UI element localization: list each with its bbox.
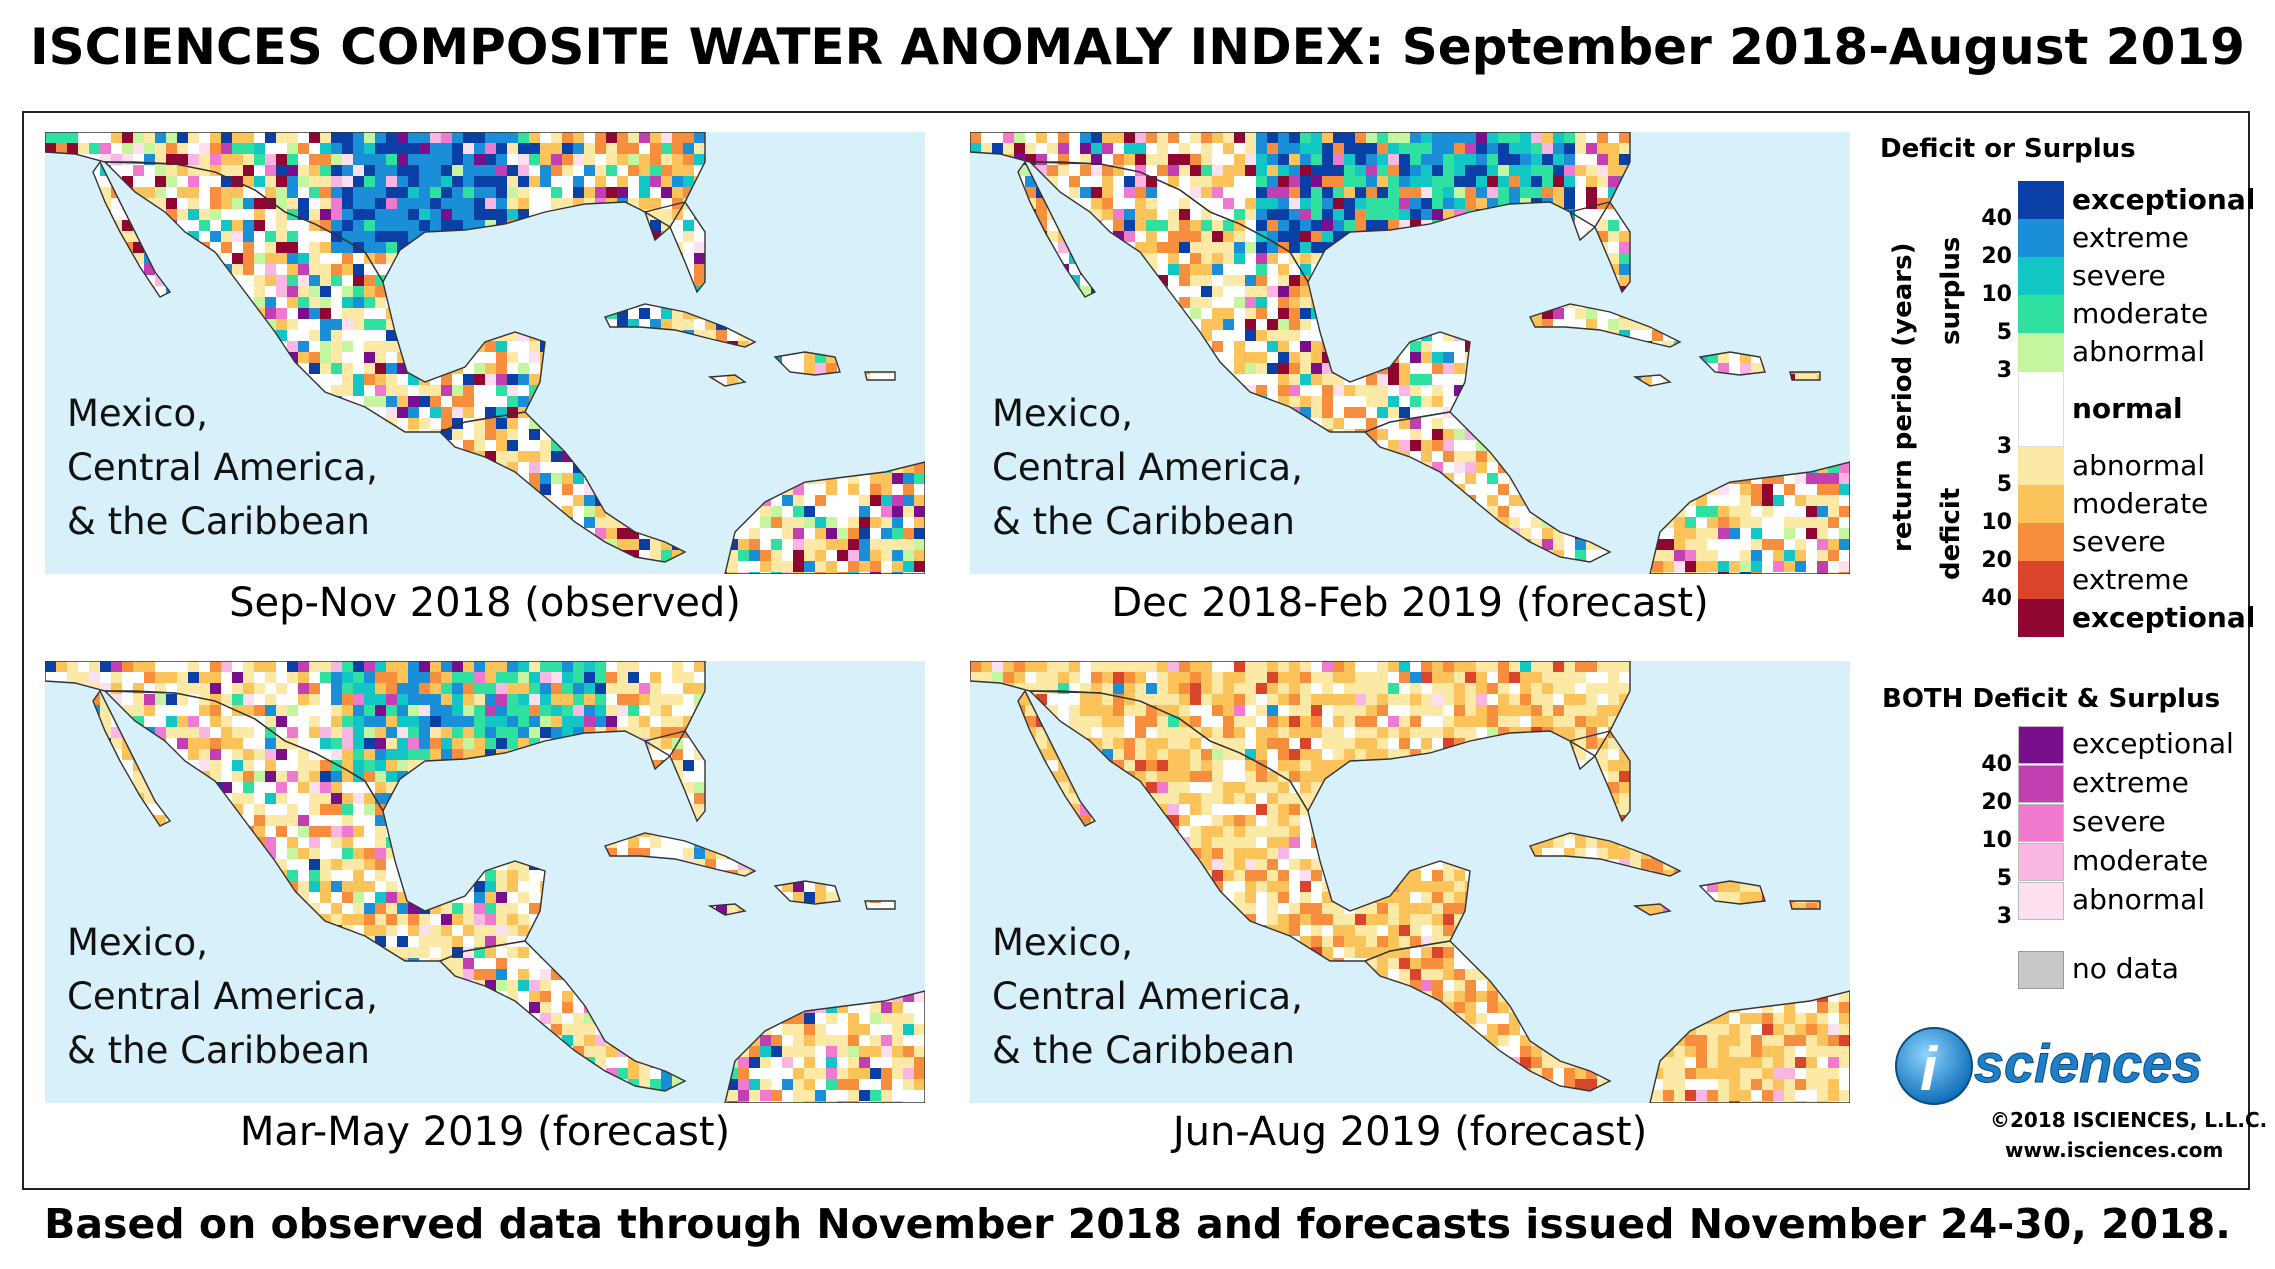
legend-swatch-deficit: [2018, 485, 2064, 523]
legend-swatch-normal: [2018, 371, 2064, 447]
legend-number: 3: [1996, 904, 2012, 929]
legend-number: 5: [1996, 866, 2012, 891]
map-panel-dec-feb-2019: Mexico, Central America, & the Caribbean: [970, 132, 1850, 574]
region-label-line: & the Caribbean: [992, 500, 1295, 543]
legend-swatch-deficit: [2018, 561, 2064, 599]
legend-swatch-surplus: [2018, 219, 2064, 257]
legend-swatch-surplus: [2018, 333, 2064, 371]
map-svg: [45, 661, 925, 1103]
website-link[interactable]: www.isciences.com: [2005, 1138, 2224, 1162]
region-label-line: Central America,: [992, 446, 1303, 489]
legend-deficit-label: deficit: [1936, 487, 1966, 580]
map-svg: [970, 661, 1850, 1103]
legend-swatch-both: [2018, 882, 2064, 920]
legend-number: 5: [1996, 320, 2012, 345]
region-label-line: Mexico,: [992, 921, 1133, 964]
legend-swatch-deficit: [2018, 523, 2064, 561]
isciences-logo: i sciences: [1890, 1020, 2250, 1110]
legend-label-deficit: extreme: [2072, 563, 2189, 596]
legend-label-normal: normal: [2072, 392, 2183, 425]
region-label-line: & the Caribbean: [67, 500, 370, 543]
map-panel-sep-nov-2018: Mexico, Central America, & the Caribbean: [45, 132, 925, 574]
legend-label-both: exceptional: [2072, 727, 2234, 760]
region-label: Mexico, Central America, & the Caribbean: [992, 387, 1303, 549]
legend-swatch-both: [2018, 804, 2064, 842]
copyright: ©2018 ISCIENCES, L.L.C.: [1990, 1108, 2268, 1132]
legend-number: 20: [1981, 244, 2012, 269]
region-label-line: Central America,: [67, 975, 378, 1018]
legend-label-both: extreme: [2072, 766, 2189, 799]
legend-heading-both: BOTH Deficit & Surplus: [1882, 684, 2221, 714]
figure-frame: [22, 111, 2250, 1190]
footer-note: Based on observed data through November …: [44, 1200, 2231, 1248]
legend-swatch-surplus: [2018, 181, 2064, 219]
legend-swatch-both: [2018, 726, 2064, 764]
legend-label-surplus: severe: [2072, 259, 2166, 292]
logo-i: i: [1920, 1035, 1939, 1104]
legend-label-deficit: moderate: [2072, 487, 2209, 520]
panel-caption: Mar-May 2019 (forecast): [239, 1109, 731, 1155]
region-label-line: Mexico,: [67, 921, 208, 964]
region-label-line: & the Caribbean: [992, 1029, 1295, 1072]
legend-number: 5: [1996, 472, 2012, 497]
panel-caption: Dec 2018-Feb 2019 (forecast): [1111, 580, 1709, 626]
legend-label-surplus: exceptional: [2072, 183, 2256, 216]
legend-number: 20: [1981, 790, 2012, 815]
panel-caption: Jun-Aug 2019 (forecast): [1172, 1109, 1648, 1155]
legend-surplus-label: surplus: [1936, 236, 1966, 345]
legend-label-surplus: extreme: [2072, 221, 2189, 254]
map-panel-jun-aug-2019: Mexico, Central America, & the Caribbean: [970, 661, 1850, 1103]
logo-text: sciences: [1974, 1034, 2202, 1094]
legend-label-deficit: severe: [2072, 525, 2166, 558]
legend-label-both: severe: [2072, 805, 2166, 838]
region-label-line: Central America,: [67, 446, 378, 489]
country-borders: [45, 132, 925, 574]
legend-number: 3: [1996, 434, 2012, 459]
legend-number: 3: [1996, 358, 2012, 383]
region-label-line: & the Caribbean: [67, 1029, 370, 1072]
region-label: Mexico, Central America, & the Caribbean: [992, 916, 1303, 1078]
country-borders: [970, 661, 1850, 1103]
legend-label-deficit: exceptional: [2072, 601, 2256, 634]
region-label-line: Central America,: [992, 975, 1303, 1018]
legend-label-both: abnormal: [2072, 883, 2206, 916]
legend-swatch-both: [2018, 843, 2064, 881]
region-label: Mexico, Central America, & the Caribbean: [67, 387, 378, 549]
legend-number: 40: [1981, 206, 2012, 231]
country-borders: [45, 661, 925, 1103]
legend-label-deficit: abnormal: [2072, 449, 2206, 482]
country-borders: [970, 132, 1850, 574]
legend-label-no-data: no data: [2072, 952, 2179, 985]
legend-number: 10: [1981, 828, 2012, 853]
legend-label-surplus: abnormal: [2072, 335, 2206, 368]
legend-number: 20: [1981, 548, 2012, 573]
map-svg: [45, 132, 925, 574]
region-label-line: Mexico,: [67, 392, 208, 435]
legend-swatch-surplus: [2018, 295, 2064, 333]
legend-axis-label: return period (years): [1888, 242, 1918, 552]
legend-heading-deficit-surplus: Deficit or Surplus: [1880, 134, 2136, 164]
region-label: Mexico, Central America, & the Caribbean: [67, 916, 378, 1078]
legend-swatch-deficit: [2018, 599, 2064, 637]
legend-swatch-both: [2018, 765, 2064, 803]
legend-swatch-surplus: [2018, 257, 2064, 295]
map-svg: [970, 132, 1850, 574]
map-panel-mar-may-2019: Mexico, Central America, & the Caribbean: [45, 661, 925, 1103]
legend-label-surplus: moderate: [2072, 297, 2209, 330]
legend-number: 40: [1981, 752, 2012, 777]
legend-swatch-no-data: [2018, 951, 2064, 989]
page-title: ISCIENCES COMPOSITE WATER ANOMALY INDEX:…: [30, 18, 2245, 76]
panel-caption: Sep-Nov 2018 (observed): [229, 580, 741, 626]
legend-number: 10: [1981, 510, 2012, 535]
legend-number: 40: [1981, 586, 2012, 611]
legend-label-both: moderate: [2072, 844, 2209, 877]
region-label-line: Mexico,: [992, 392, 1133, 435]
legend-swatch-deficit: [2018, 447, 2064, 485]
legend-number: 10: [1981, 282, 2012, 307]
